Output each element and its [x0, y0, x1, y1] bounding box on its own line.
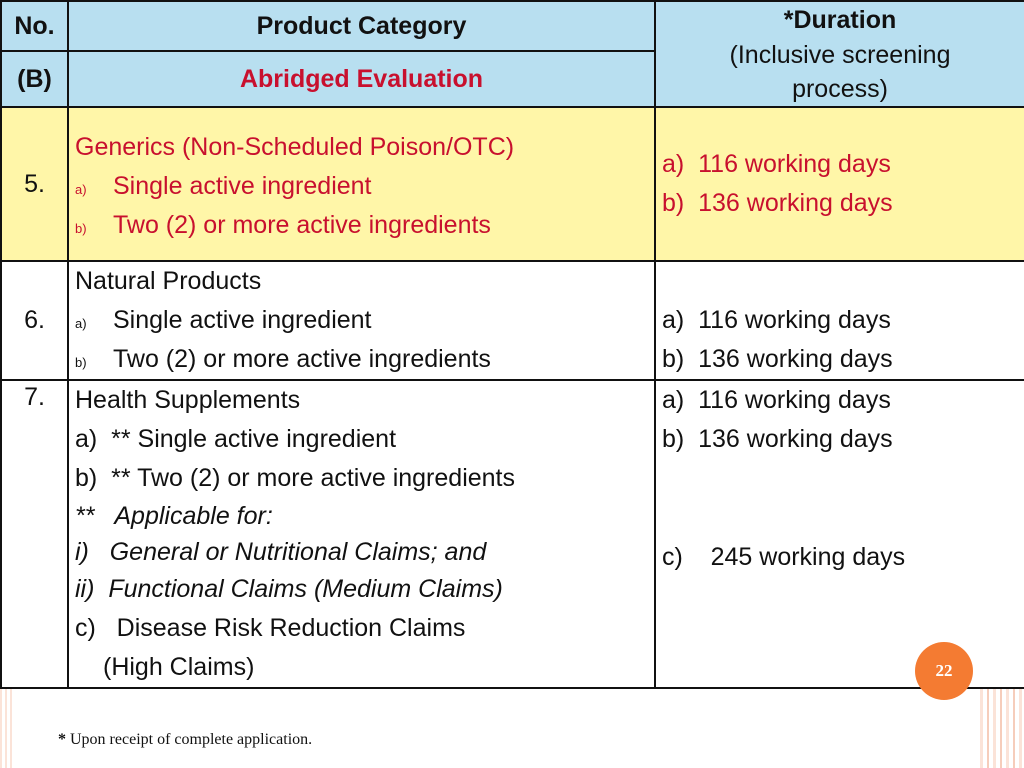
category-title: Health Supplements: [75, 386, 301, 414]
category-item: b) Two (2) or more active ingredients: [75, 211, 491, 239]
row-number: 6.: [0, 260, 69, 381]
duration-line: b) 136 working days: [662, 425, 893, 453]
decorative-stripes-left: [0, 680, 14, 768]
header-product-category: Product Category: [67, 0, 656, 52]
category-line: (High Claims): [103, 653, 255, 681]
page-number-badge: 22: [915, 642, 973, 700]
category-title: Natural Products: [75, 267, 262, 295]
row-duration: a) 116 working days b) 136 working days: [654, 106, 1024, 262]
header-b: (B): [0, 50, 69, 108]
duration-line: b) 136 working days: [662, 189, 893, 217]
row-category: Health Supplements a) ** Single active i…: [67, 379, 656, 689]
row-number: 5.: [0, 106, 69, 262]
duration-line: c) 245 working days: [662, 543, 906, 571]
header-abridged-evaluation: Abridged Evaluation: [67, 50, 656, 108]
row-category: Natural Products a) Single active ingredi…: [67, 260, 656, 381]
row-duration: a) 116 working days b) 136 working days: [654, 260, 1024, 381]
product-category-table: No. Product Category *Duration (Inclusiv…: [0, 0, 1024, 689]
category-line: c) Disease Risk Reduction Claims: [75, 614, 466, 642]
duration-line: a) 116 working days: [662, 150, 891, 178]
footnote-star: *: [58, 731, 66, 748]
duration-line: a) 116 working days: [662, 306, 891, 334]
category-note: ** Applicable for:: [75, 502, 273, 530]
category-line: b) ** Two (2) or more active ingredients: [75, 464, 516, 492]
row-number: 7.: [0, 379, 69, 689]
footnote-text: Upon receipt of complete application.: [70, 731, 313, 748]
duration-line: a) 116 working days: [662, 386, 891, 414]
category-item: b) Two (2) or more active ingredients: [75, 345, 491, 373]
category-item: a) Single active ingredient: [75, 306, 372, 334]
category-note: i) General or Nutritional Claims; and: [75, 538, 487, 566]
header-no: No.: [0, 0, 69, 52]
category-line: a) ** Single active ingredient: [75, 425, 397, 453]
header-duration: *Duration (Inclusive screening process): [654, 0, 1024, 108]
footnote: * Upon receipt of complete application.: [58, 731, 312, 749]
row-category: Generics (Non-Scheduled Poison/OTC) a) Si…: [67, 106, 656, 262]
category-title: Generics (Non-Scheduled Poison/OTC): [75, 133, 515, 161]
row-duration: a) 116 working days b) 136 working days …: [654, 379, 1024, 689]
category-item: a) Single active ingredient: [75, 172, 372, 200]
duration-subtitle-1: (Inclusive screening: [729, 41, 951, 69]
duration-line: b) 136 working days: [662, 345, 893, 373]
duration-subtitle-2: process): [792, 75, 888, 103]
category-note: ii) Functional Claims (Medium Claims): [75, 575, 503, 603]
duration-title: *Duration: [783, 6, 897, 34]
